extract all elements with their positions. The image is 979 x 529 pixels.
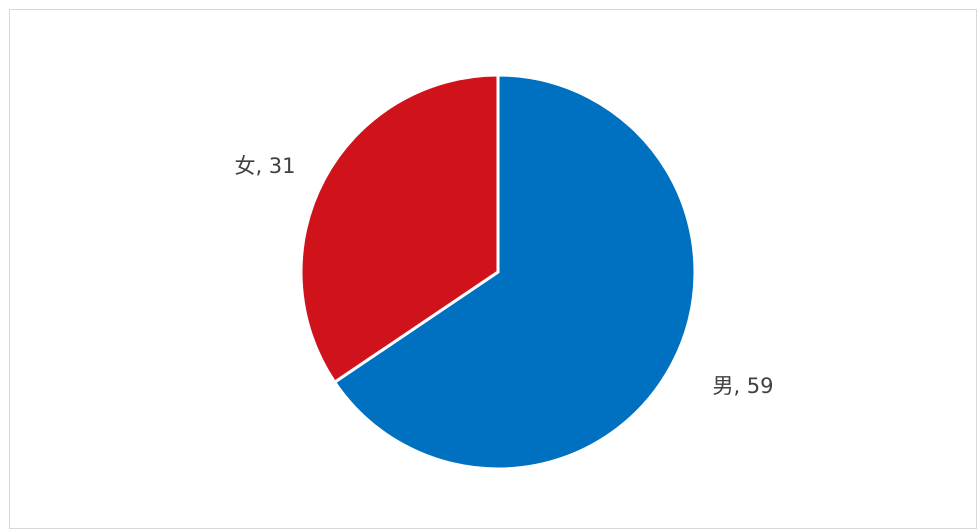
pie-slices (299, 73, 697, 471)
pie-data-labels: 男, 59 女, 31 (234, 154, 773, 398)
pie-chart: 男, 59 女, 31 (234, 73, 774, 471)
pie-data-label-0: 男, 59 (712, 374, 773, 398)
chart-frame: 男, 59 女, 31 (9, 9, 977, 529)
pie-slice-0 (333, 73, 697, 471)
pie-data-label-1: 女, 31 (234, 154, 295, 178)
pie-slice-1 (299, 73, 500, 384)
